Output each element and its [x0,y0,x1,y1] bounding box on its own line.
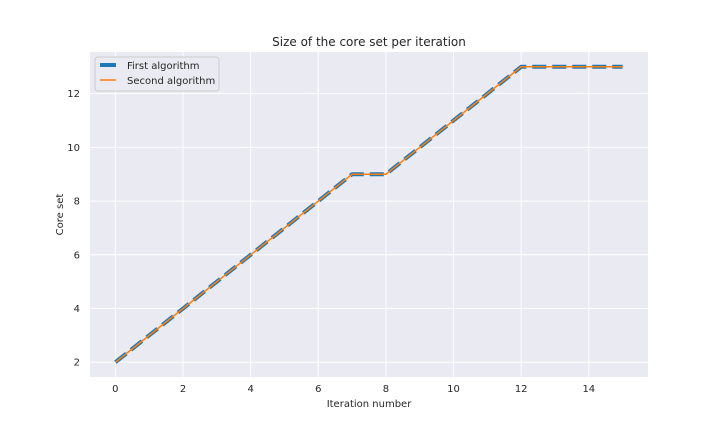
x-tick-label: 10 [447,384,460,395]
tick-labels: 0 2 4 6 8 10 12 14 2 4 6 8 10 12 [67,89,595,395]
x-tick-label: 0 [112,384,118,395]
x-tick-label: 12 [515,384,528,395]
x-tick-label: 2 [180,384,186,395]
y-tick-label: 4 [74,304,80,315]
legend-box [94,56,220,92]
y-tick-label: 12 [67,89,80,100]
y-tick-label: 2 [74,358,80,369]
legend-label-first-algorithm: First algorithm [127,61,200,72]
series-line-second-algorithm [114,66,623,363]
series-group [114,64,623,364]
x-tick-label: 6 [315,384,321,395]
chart-title: Size of the core set per iteration [272,35,466,49]
plot-area [90,52,648,377]
x-tick-label: 4 [247,384,253,395]
grid [90,52,648,377]
y-axis-label: Core set [55,194,66,236]
legend-label-second-algorithm: Second algorithm [127,76,215,87]
x-tick-label: 8 [383,384,389,395]
y-tick-label: 8 [74,197,80,208]
x-axis-label: Iteration number [327,399,413,410]
y-tick-label: 10 [67,143,80,154]
legend: First algorithm Second algorithm [94,56,220,92]
x-tick-label: 14 [582,384,595,395]
y-tick-label: 6 [74,250,80,261]
